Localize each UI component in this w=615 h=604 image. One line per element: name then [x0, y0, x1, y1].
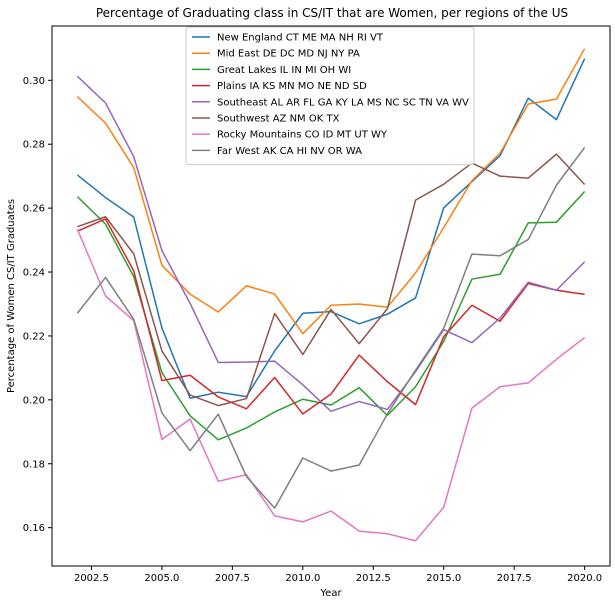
legend-label-6: Rocky Mountains CO ID MT UT WY — [217, 130, 388, 141]
legend: New England CT ME MA NH RI VT Mid East DE… — [185, 26, 475, 166]
x-tick-label: 2005.0 — [144, 573, 179, 584]
legend-label-4: Southeast AL AR FL GA KY LA MS NC SC TN … — [217, 97, 469, 108]
x-axis-label: Year — [319, 588, 342, 599]
x-tick-label: 2007.5 — [215, 573, 250, 584]
x-tick-label: 2017.5 — [497, 573, 532, 584]
y-axis: 0.16 0.18 0.20 0.22 0.24 0.26 0.28 0.30 — [23, 76, 52, 534]
y-tick-label: 0.20 — [23, 395, 45, 406]
y-axis-label: Percentage of Women CS/IT Graduates — [6, 199, 17, 393]
y-tick-label: 0.30 — [23, 76, 45, 87]
x-tick-label: 2002.5 — [74, 573, 109, 584]
legend-label-5: Southwest AZ NM OK TX — [217, 114, 340, 125]
legend-label-1: Mid East DE DC MD NJ NY PA — [217, 49, 360, 60]
series-line-6 — [76, 228, 586, 542]
chart-title: Percentage of Graduating class in CS/IT … — [96, 6, 568, 20]
series-lines — [76, 48, 586, 542]
plot-area-frame — [51, 25, 611, 567]
series-line-1 — [76, 48, 586, 335]
series-line-3 — [77, 218, 585, 415]
series-line-4 — [76, 75, 586, 413]
y-tick-label: 0.28 — [23, 140, 45, 151]
y-tick-label: 0.26 — [23, 204, 45, 215]
legend-label-3: Plains IA KS MN MO NE ND SD — [217, 81, 367, 92]
x-tick-label: 2010.0 — [285, 573, 320, 584]
x-tick-label: 2012.5 — [356, 573, 391, 584]
legend-label-7: Far West AK CA HI NV OR WA — [217, 146, 362, 157]
x-axis: 2002.5 2005.0 2007.5 2010.0 2012.5 2015.0 2017… — [74, 566, 602, 584]
series-line-2 — [76, 191, 586, 441]
y-tick-label: 0.22 — [23, 331, 45, 342]
series-line-0 — [76, 58, 586, 399]
x-tick-label: 2015.0 — [426, 573, 461, 584]
x-tick-label: 2020.0 — [567, 573, 602, 584]
series-line-5 — [77, 153, 586, 407]
y-tick-label: 0.16 — [23, 523, 45, 534]
y-tick-label: 0.24 — [23, 268, 45, 279]
legend-box — [185, 26, 475, 166]
series-line-7 — [76, 146, 586, 509]
y-tick-label: 0.18 — [23, 459, 45, 470]
legend-label-2: Great Lakes IL IN MI OH WI — [217, 65, 351, 76]
legend-label-0: New England CT ME MA NH RI VT — [217, 33, 384, 44]
